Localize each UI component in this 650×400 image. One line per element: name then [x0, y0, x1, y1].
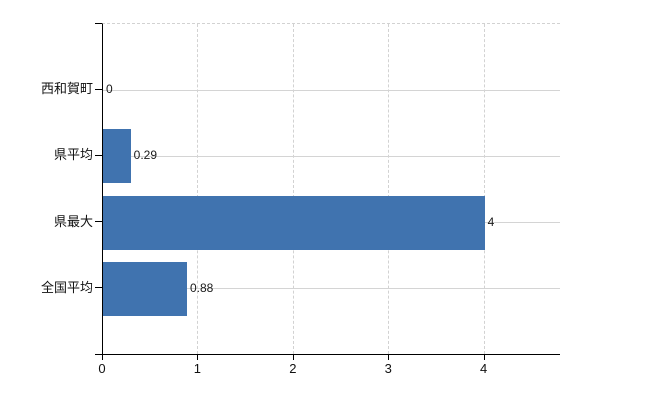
y-axis-label: 西和賀町: [40, 81, 93, 97]
x-tick: [388, 355, 390, 360]
gridline-v: [388, 24, 390, 354]
bar: [103, 195, 485, 250]
y-tick: [95, 354, 102, 355]
gridline-h: [103, 288, 560, 290]
y-axis-label: 県平均: [53, 147, 93, 163]
x-tick: [483, 355, 485, 360]
y-tick: [95, 23, 102, 24]
y-tick: [95, 287, 102, 289]
y-axis-label: 全国平均: [40, 279, 93, 295]
x-tick-label: 0: [98, 361, 106, 376]
bar: [103, 261, 187, 316]
y-axis-label: 県最大: [53, 213, 93, 229]
x-tick: [292, 355, 294, 360]
bar-value-label: 0.88: [189, 280, 214, 295]
plot-area: [102, 23, 560, 354]
y-tick: [95, 154, 102, 156]
gridline-v: [197, 24, 199, 354]
gridline-h: [103, 89, 560, 91]
bar-value-label: 0.29: [133, 148, 158, 163]
bar-value-label: 4: [487, 214, 495, 229]
bar: [103, 129, 131, 184]
x-tick: [197, 355, 199, 360]
x-tick: [102, 355, 103, 360]
y-tick: [95, 221, 102, 223]
x-tick-label: 1: [193, 361, 202, 376]
x-tick-label: 3: [384, 361, 392, 376]
bar-value-label: 0: [106, 82, 113, 97]
x-tick-label: 2: [289, 361, 297, 376]
gridline-h: [103, 155, 560, 157]
x-axis-line: [95, 354, 560, 355]
gridline-v: [292, 24, 294, 354]
x-tick-label: 4: [480, 361, 488, 376]
gridline-v: [483, 24, 485, 354]
y-tick: [95, 88, 102, 90]
